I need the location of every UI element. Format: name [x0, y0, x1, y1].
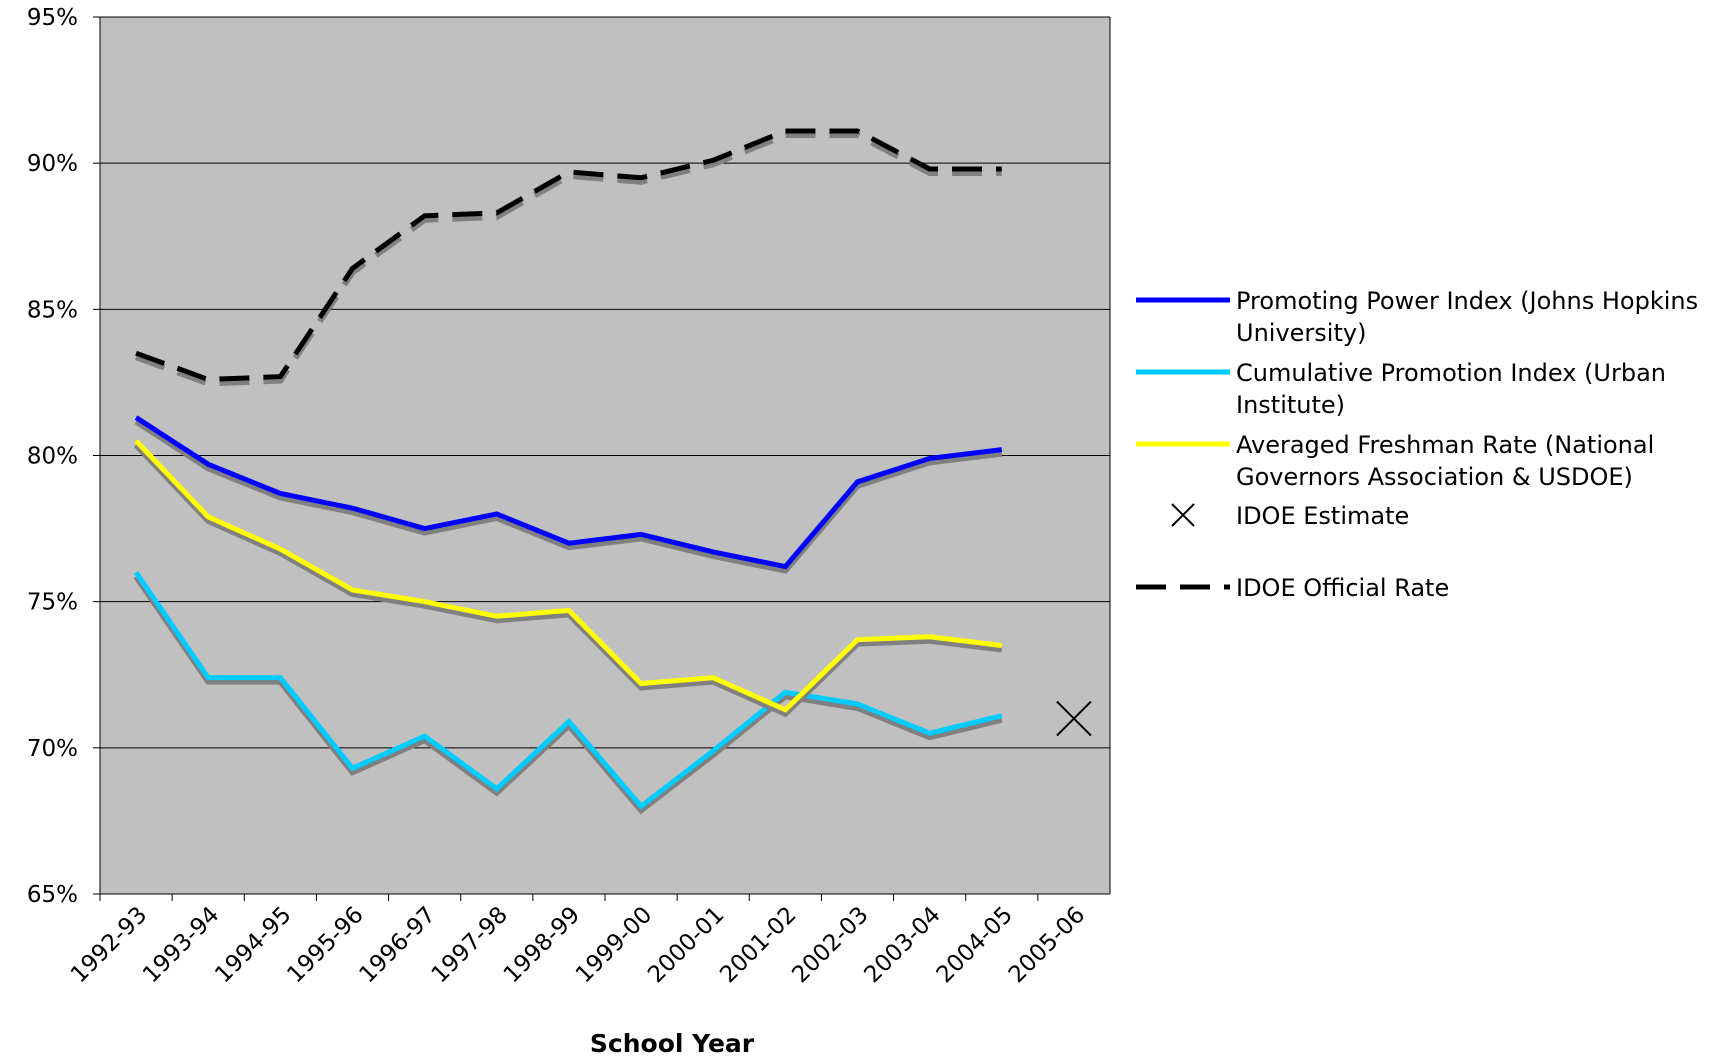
y-tick-label: 80% [27, 444, 78, 470]
legend-label: Promoting Power Index (Johns Hopkins Uni… [1236, 287, 1699, 347]
x-tick-label: 1994-95 [210, 902, 296, 988]
x-tick-label: 2003-04 [860, 902, 946, 988]
x-axis-title: School Year [590, 1029, 755, 1058]
line-shadow [134, 418, 1003, 574]
x-tick-label: 1995-96 [282, 902, 368, 988]
x-tick-label: 2001-02 [715, 902, 801, 988]
legend-label: Cumulative Promotion Index (Urban Instit… [1236, 359, 1666, 419]
x-tick-label: 1998-99 [499, 902, 585, 988]
y-tick-label: 70% [27, 736, 78, 762]
y-tick-label: 85% [27, 297, 78, 323]
series-line [134, 439, 1003, 713]
line-shadow [135, 132, 1002, 387]
series-line [134, 415, 1003, 570]
legend-label: IDOE Official Rate [1236, 574, 1450, 602]
legend-marker [1171, 503, 1195, 527]
line-shadow [133, 442, 1003, 718]
series-line [134, 571, 1003, 810]
x-tick-label: 1992-93 [66, 902, 152, 988]
x-tick-label: 2000-01 [643, 902, 729, 988]
x-tick-label: 2004-05 [932, 902, 1018, 988]
legend-label: IDOE Estimate [1236, 502, 1410, 530]
x-tick-label: 2002-03 [787, 902, 873, 988]
x-tick-label: 1999-00 [571, 902, 657, 988]
marker-stroke [1171, 503, 1195, 527]
marker-stroke [1056, 700, 1092, 737]
y-tick-label: 65% [27, 882, 78, 908]
x-tick-label: 2005-06 [1004, 902, 1090, 988]
x-tick-label: 1996-97 [355, 902, 441, 988]
point-marker [1056, 700, 1092, 737]
y-tick-label: 90% [27, 151, 78, 177]
x-tick-label: 1993-94 [138, 902, 224, 988]
x-tick-label: 1997-98 [427, 902, 513, 988]
y-tick-label: 75% [27, 590, 78, 616]
series-line [135, 128, 1002, 383]
legend-label: Averaged Freshman Rate (National Governo… [1236, 431, 1655, 491]
y-tick-label: 95% [27, 5, 78, 31]
